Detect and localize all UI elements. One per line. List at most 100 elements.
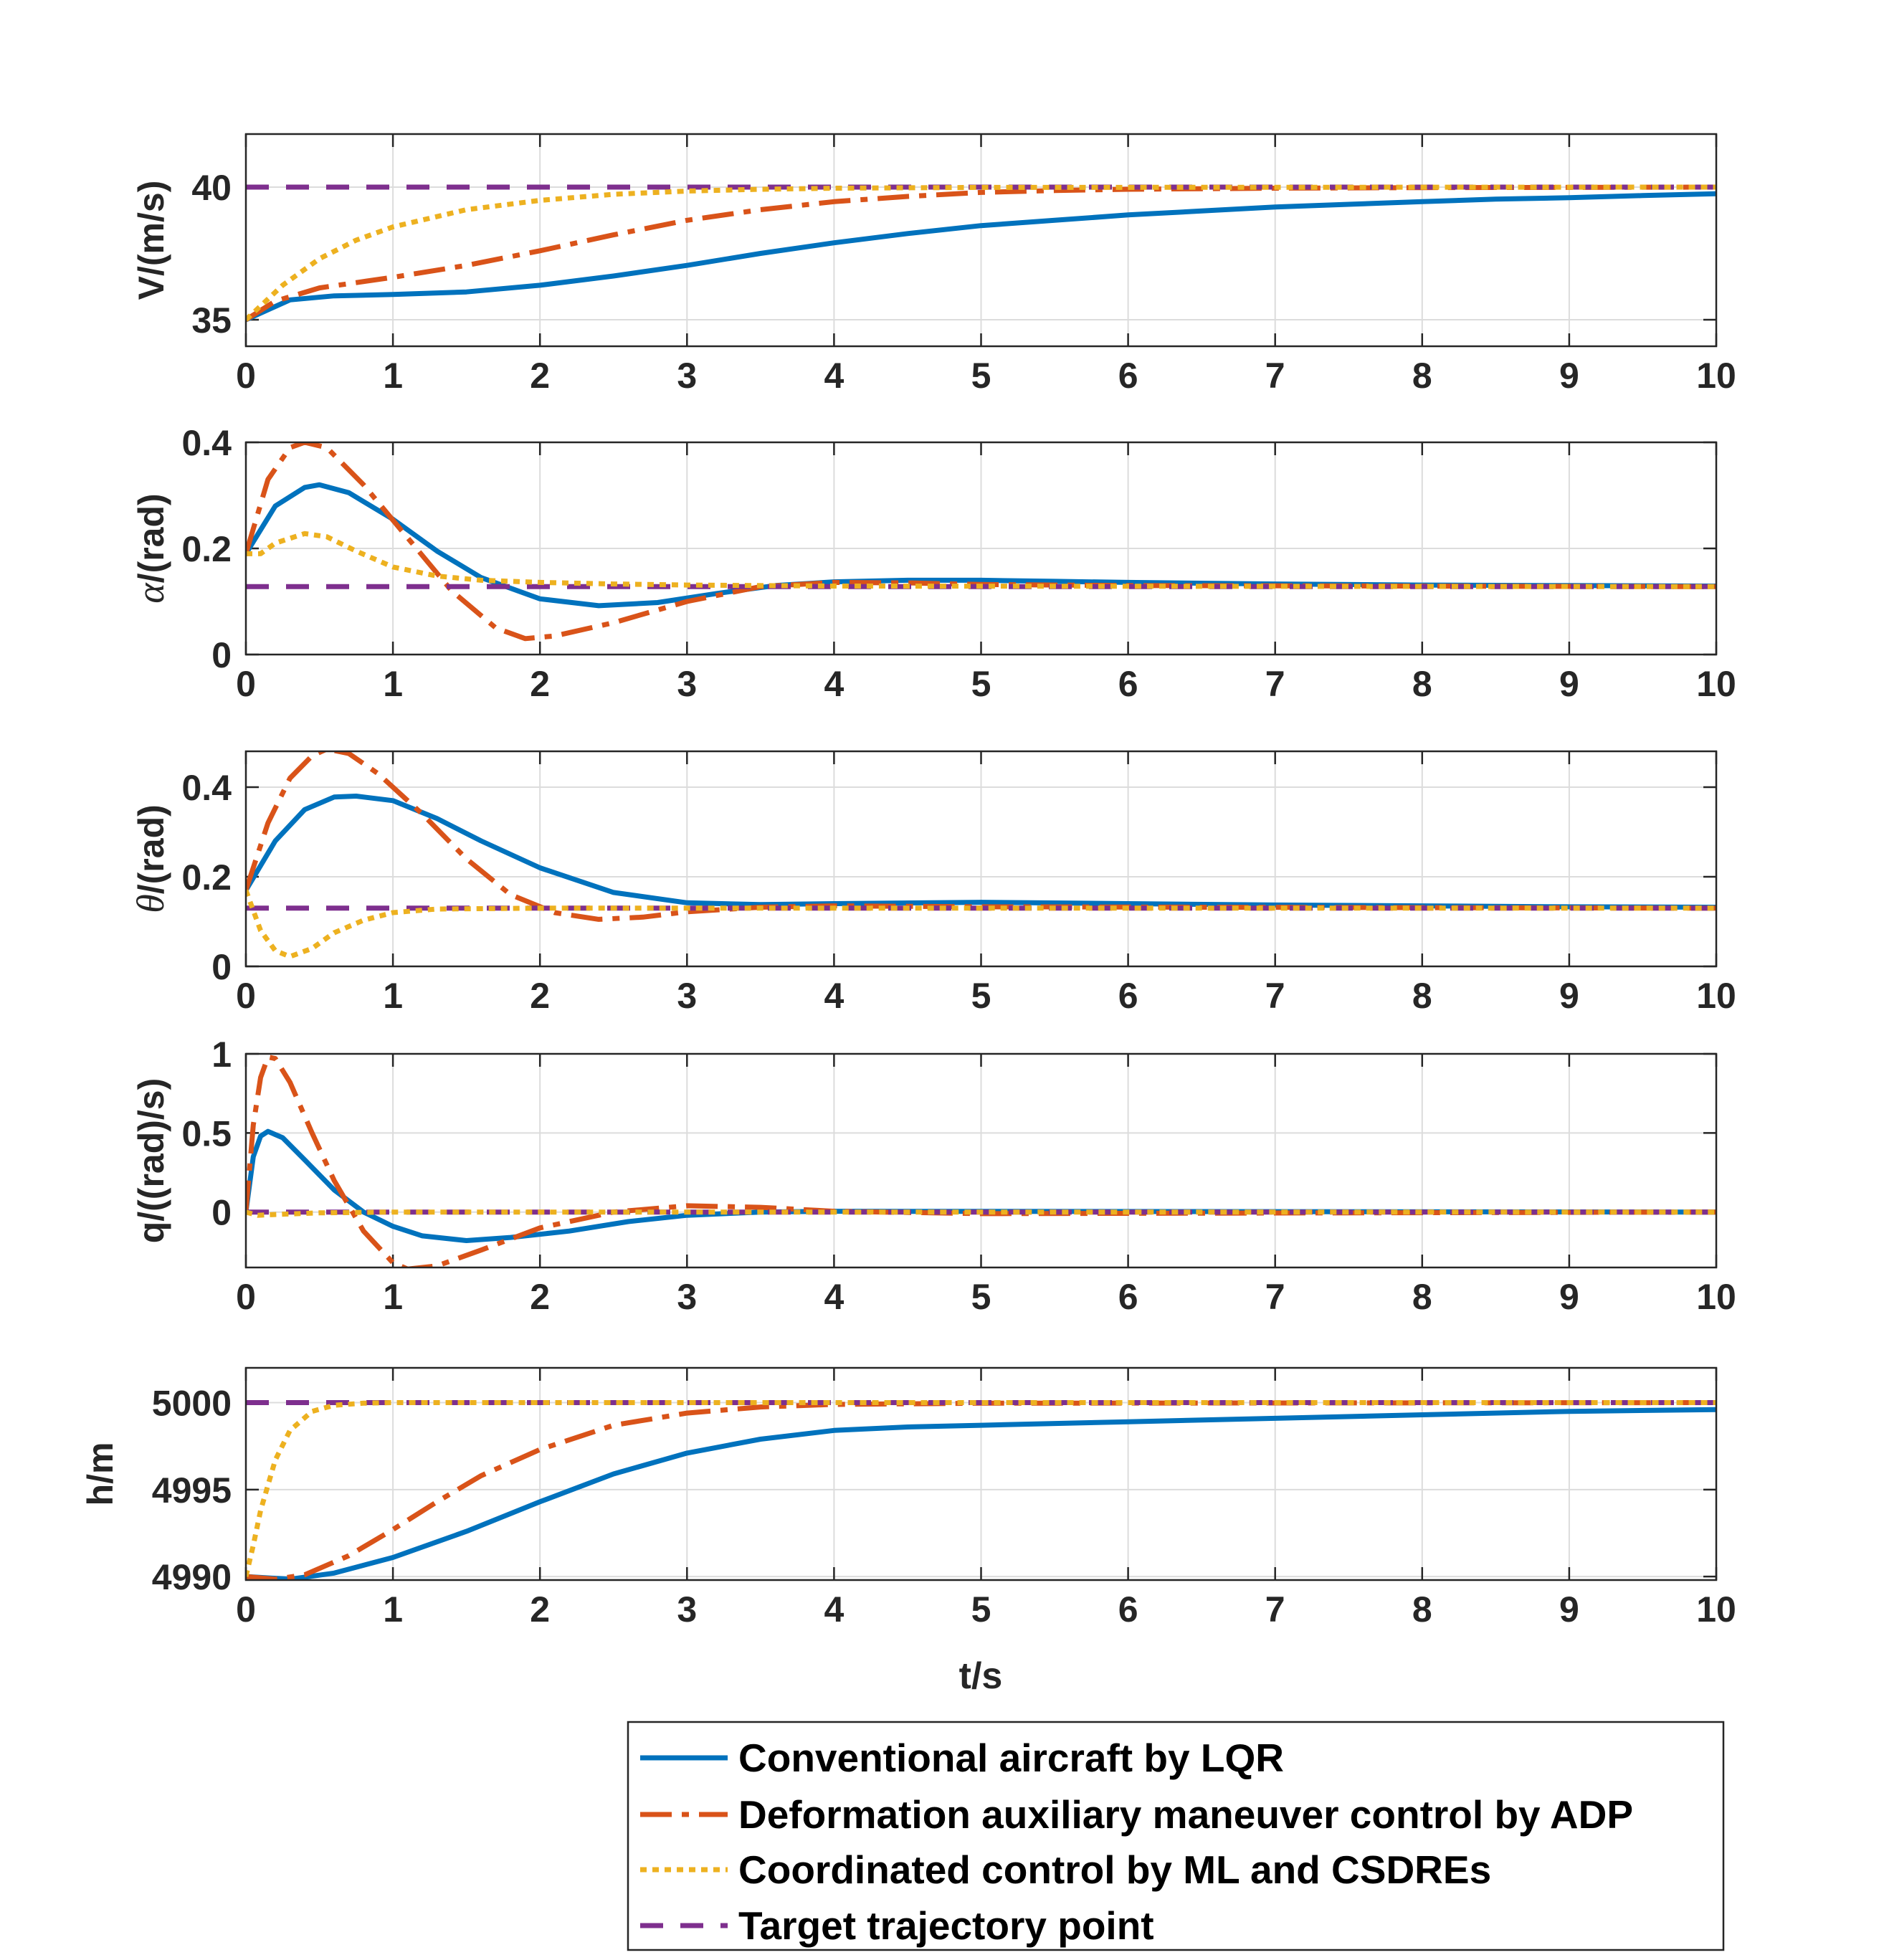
x-tick-label: 7 [1265,976,1285,1016]
y-axis-label: V/(m/s) [131,181,171,300]
x-tick-label: 7 [1265,356,1285,396]
x-tick-label: 7 [1265,1277,1285,1317]
x-tick-label: 0 [236,1589,256,1630]
x-tick-label: 8 [1412,1277,1432,1317]
axes-frame [244,133,1718,348]
y-tick-label: 4990 [152,1557,232,1597]
series-line-adp [246,442,1716,642]
x-tick-label: 6 [1118,1277,1138,1317]
legend-label-ml: Coordinated control by ML and CSDREs [738,1847,1491,1892]
series-line-lqr [246,1407,1716,1580]
axes-frame [244,441,1718,656]
legend: Conventional aircraft by LQR Deformation … [627,1721,1725,1951]
x-tick-label: 4 [824,356,844,396]
y-tick-label: 1 [211,1034,232,1075]
y-tick-label: 0.5 [181,1113,232,1153]
x-tick-label: 8 [1412,976,1432,1016]
x-tick-label: 9 [1559,1277,1579,1317]
legend-label-lqr: Conventional aircraft by LQR [738,1736,1284,1780]
x-tick-label: 8 [1412,1589,1432,1630]
axes-frame [244,750,1718,968]
y-axis-label: α/(rad) [129,493,172,603]
x-tick-label: 5 [971,1277,991,1317]
y-tick-label: 40 [191,168,232,208]
x-tick-label: 6 [1118,664,1138,704]
x-tick-label: 7 [1265,1589,1285,1630]
x-tick-label: 3 [677,976,697,1016]
subplot-q: 0 1 2 3 4 5 6 7 8 9 10 0 0.5 1 q/((rad)/s) [131,1034,1736,1317]
legend-label-target: Target trajectory point [738,1903,1154,1948]
x-tick-label: 3 [677,1589,697,1630]
series-line-lqr [246,794,1716,910]
x-tick-label: 10 [1696,1589,1736,1630]
x-tick-label: 2 [530,664,550,704]
x-tick-label: 10 [1696,976,1736,1016]
series-line-ml [246,1209,1716,1218]
plot-area-alpha [246,442,1716,642]
x-tick-label: 1 [383,976,403,1016]
x-tick-label: 2 [530,1277,550,1317]
x-tick-label: 8 [1412,664,1432,704]
legend-box [627,1721,1725,1951]
y-tick-label: 0 [211,947,232,987]
y-axis-label: θ/(rad) [129,804,172,913]
x-tick-label: 9 [1559,1589,1579,1630]
y-tick-label: 0 [211,1193,232,1233]
x-tick-label: 6 [1118,356,1138,396]
x-tick-label: 1 [383,1277,403,1317]
x-tick-label: 1 [383,664,403,704]
x-tick-label: 0 [236,356,256,396]
plot-area-theta [246,751,1716,959]
y-tick-label: 0.2 [181,529,232,569]
x-tick-label: 3 [677,664,697,704]
y-tick-label: 35 [191,300,232,341]
series-line-ml [246,889,1716,959]
x-tick-label: 3 [677,356,697,396]
y-tick-label: 0.2 [181,857,232,898]
x-tick-label: 0 [236,1277,256,1317]
x-tick-label: 6 [1118,976,1138,1016]
x-tick-label: 0 [236,664,256,704]
y-tick-label: 0.4 [181,423,232,463]
x-tick-label: 5 [971,664,991,704]
series-line-ml [246,531,1716,589]
y-tick-label: 5000 [152,1384,232,1424]
axes-frame [244,1052,1718,1269]
x-tick-label: 2 [530,1589,550,1630]
x-tick-label: 4 [824,976,844,1016]
x-tick-label: 10 [1696,1277,1736,1317]
subplot-h: 0 1 2 3 4 5 6 7 8 9 10 4990 4995 5000 h/m [80,1366,1736,1630]
x-tick-label: 10 [1696,356,1736,396]
x-tick-label: 2 [530,976,550,1016]
x-tick-label: 9 [1559,356,1579,396]
x-axis-label: t/s [959,1655,1003,1697]
subplot-alpha: 0 1 2 3 4 5 6 7 8 9 10 0 0.2 0.4α/(rad) [129,423,1736,704]
x-tick-label: 4 [824,1589,844,1630]
y-tick-label: 0 [211,635,232,675]
x-tick-label: 5 [971,1589,991,1630]
x-tick-label: 3 [677,1277,697,1317]
legend-label-adp: Deformation auxiliary maneuver control b… [738,1792,1633,1837]
series-line-ml [246,1400,1716,1577]
x-tick-label: 1 [383,356,403,396]
x-tick-label: 10 [1696,664,1736,704]
y-axis-label: q/((rad)/s) [131,1078,171,1244]
axes-frame [244,1366,1718,1581]
x-tick-label: 0 [236,976,256,1016]
x-tick-label: 8 [1412,356,1432,396]
plot-area-h [246,1400,1716,1580]
x-tick-label: 5 [971,356,991,396]
plot-area-q [246,1054,1716,1267]
x-tick-label: 1 [383,1589,403,1630]
series-line-lqr [246,482,1716,609]
x-tick-label: 4 [824,664,844,704]
y-tick-label: 4995 [152,1470,232,1511]
subplot-theta: 0 1 2 3 4 5 6 7 8 9 10 0 0.2 0.4θ/(rad) [129,750,1736,1016]
x-tick-label: 2 [530,356,550,396]
series-line-adp [246,1054,1716,1267]
series-line-lqr [246,191,1716,323]
plot-area-V [246,184,1716,323]
y-tick-label: 0.4 [181,768,232,808]
subplot-V: 0 1 2 3 4 5 6 7 8 9 10 35 40 V/(m/s) [131,133,1736,396]
